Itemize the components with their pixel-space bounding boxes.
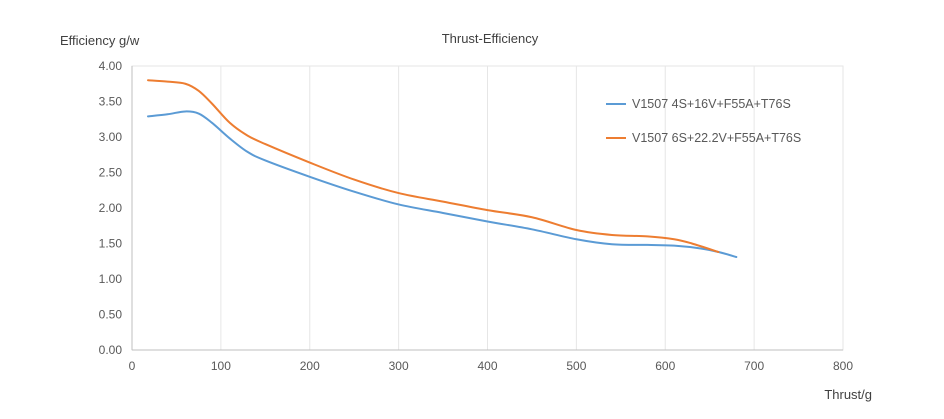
x-tick-label-200: 200 [300,359,320,373]
y-tick-label-2.50: 2.50 [99,166,123,180]
grid-lines [220,66,844,350]
y-tick-label-2.00: 2.00 [99,201,123,215]
x-tick-label-300: 300 [389,359,409,373]
x-tick-label-800: 800 [833,359,853,373]
legend-label-2: V1507 6S+22.2V+F55A+T76S [632,131,801,145]
x-tick-label-700: 700 [744,359,764,373]
y-tick-label-4.00: 4.00 [99,59,123,73]
x-tick-labels: 0 100 200 300 400 500 600 700 800 [129,359,854,373]
y-tick-label-0.00: 0.00 [99,343,123,357]
y-tick-label-1.00: 1.00 [99,272,123,286]
x-tick-label-400: 400 [477,359,497,373]
axes [131,66,843,351]
x-tick-label-500: 500 [566,359,586,373]
series-line-2 [147,79,720,254]
series-line-1 [147,110,738,258]
x-tick-label-600: 600 [655,359,675,373]
legend-label-1: V1507 4S+16V+F55A+T76S [632,97,791,111]
x-tick-label-100: 100 [211,359,231,373]
y-tick-label-1.50: 1.50 [99,237,123,251]
legend: V1507 4S+16V+F55A+T76S V1507 6S+22.2V+F55… [606,97,801,145]
y-tick-label-0.50: 0.50 [99,308,123,322]
x-tick-label-0: 0 [129,359,136,373]
chart-title: Thrust-Efficiency [442,31,539,46]
x-axis-title: Thrust/g [824,387,872,402]
y-axis-title: Efficiency g/w [60,33,140,48]
series-lines [147,79,738,258]
y-tick-label-3.00: 3.00 [99,130,123,144]
y-tick-labels: 0.00 0.50 1.00 1.50 2.00 2.50 3.00 3.50 4.00 [99,59,123,357]
y-tick-label-3.50: 3.50 [99,95,123,109]
